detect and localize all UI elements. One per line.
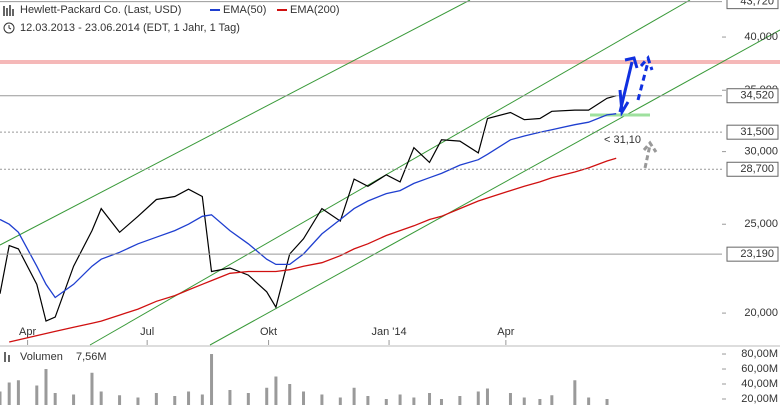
clock-icon	[8, 25, 12, 30]
y-tick-label: 40,000	[744, 31, 778, 43]
subtitle: 12.03.2013 - 23.06.2014 (EDT, 1 Jahr, 1 …	[20, 22, 240, 34]
legend-label: EMA(50)	[223, 4, 266, 16]
legend-label: Hewlett-Packard Co. (Last, USD)	[20, 4, 181, 16]
volume-bar	[439, 399, 443, 405]
volume-bar	[412, 397, 416, 405]
volume-bar	[136, 397, 140, 405]
y-tick-label: 60,00M	[741, 363, 778, 375]
y-tick-label: 30,000	[744, 146, 778, 158]
volume-bar	[0, 391, 2, 405]
level-label: 34,520	[740, 90, 774, 102]
volume-bar	[7, 382, 11, 405]
x-tick-label: Okt	[260, 326, 277, 338]
volume-bar	[228, 390, 232, 405]
legend-label: EMA(200)	[290, 4, 340, 16]
clock-icon	[3, 22, 15, 34]
annotation: < 31,10	[604, 134, 641, 146]
volume-bar	[320, 394, 324, 405]
volume-bar	[210, 354, 214, 405]
volume-bar	[72, 394, 76, 405]
resistance-band	[0, 60, 780, 64]
volume-bar	[118, 395, 122, 405]
volume-bar	[352, 387, 356, 405]
volume-bar	[573, 380, 577, 405]
level-box	[726, 124, 779, 140]
price-line	[0, 95, 617, 322]
volume-bar	[187, 391, 191, 405]
volume-bar	[508, 393, 512, 405]
volume-bar	[522, 397, 526, 405]
volume-bar	[16, 380, 20, 405]
level-box	[726, 246, 779, 262]
volume-bar	[458, 396, 462, 405]
level-label: 28,700	[740, 163, 774, 175]
trend-line	[209, 29, 780, 346]
arrow	[618, 89, 630, 117]
volume-bar	[288, 384, 292, 405]
volume-bar	[173, 396, 177, 405]
volume-bar	[35, 385, 39, 405]
level-box	[726, 88, 779, 104]
volume-bar	[550, 395, 554, 405]
volume-bar	[587, 397, 591, 405]
trend-line	[89, 0, 691, 346]
volume-bar	[200, 394, 204, 405]
y-tick-label: 20,000	[744, 307, 778, 319]
volume-bar	[384, 399, 388, 405]
volume-bar	[53, 393, 57, 405]
volume-bar	[338, 397, 342, 405]
icon	[3, 5, 14, 16]
price-line	[9, 157, 617, 343]
arrow	[636, 55, 654, 101]
y-tick-label: 25,000	[744, 218, 778, 230]
volume-bar	[246, 393, 250, 405]
volume-bar	[154, 393, 158, 405]
volume-bar	[476, 391, 480, 405]
volume-bar	[274, 376, 278, 405]
volume-bar	[302, 391, 306, 405]
volume-bar	[366, 396, 370, 405]
volume-last: 7,56M	[76, 351, 107, 363]
volume-bar	[99, 391, 103, 405]
volume-bar	[265, 387, 269, 405]
trend-line	[0, 0, 471, 246]
x-tick-label: Apr	[19, 326, 36, 338]
price-line	[0, 113, 617, 299]
level-box	[726, 0, 779, 10]
volume-bar	[485, 388, 489, 405]
level-label: 23,190	[740, 248, 774, 260]
volume-bar	[538, 399, 542, 405]
x-tick-label: Jul	[140, 326, 154, 338]
level-label: 43,720	[740, 0, 774, 8]
level-label: 31,500	[740, 126, 774, 138]
icon	[4, 352, 10, 362]
volume-bar	[398, 394, 402, 405]
arrow	[642, 140, 658, 169]
level-box	[726, 161, 779, 177]
y-tick-label: 20,00M	[741, 393, 778, 405]
volume-bar	[428, 393, 432, 405]
volume-bar	[90, 372, 94, 405]
y-tick-label: 80,00M	[741, 348, 778, 360]
x-tick-label: Jan '14	[371, 326, 406, 338]
volume-bar	[44, 369, 48, 405]
volume-bar	[605, 399, 609, 405]
volume-title: Volumen	[20, 351, 63, 363]
x-tick-label: Apr	[497, 326, 514, 338]
y-tick-label: 40,00M	[741, 378, 778, 390]
